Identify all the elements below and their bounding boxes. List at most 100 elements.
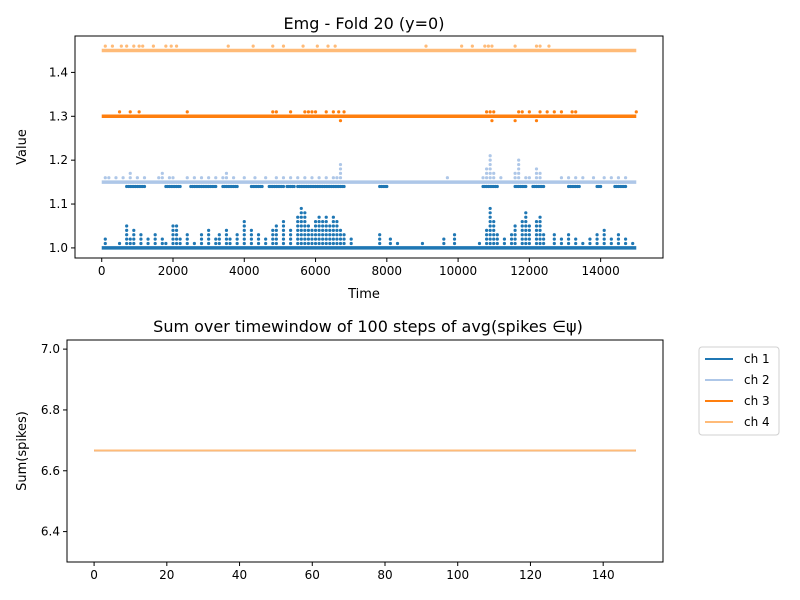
scatter-point — [128, 237, 132, 241]
scatter-point — [289, 228, 293, 232]
scatter-point — [595, 241, 599, 246]
y-tick-label: 1.2 — [49, 153, 68, 167]
scatter-point — [224, 228, 229, 232]
scatter-point — [488, 228, 492, 232]
scatter-point — [306, 237, 311, 241]
scatter-point — [485, 167, 489, 171]
scatter-point — [488, 171, 492, 175]
scatter-point — [524, 184, 528, 189]
scatter-point — [599, 184, 603, 189]
scatter-point — [534, 233, 539, 237]
scatter-point — [517, 110, 521, 114]
plot-frame-top — [74, 35, 664, 259]
scatter-point — [623, 184, 628, 189]
scatter-point — [570, 110, 574, 114]
scatter-point — [217, 241, 221, 246]
scatter-point — [139, 233, 143, 237]
scatter-point — [142, 184, 147, 189]
scatter-point — [342, 233, 346, 237]
y-axis-ticks-top: 1.0 1.1 1.2 1.3 1.4 — [49, 65, 75, 255]
scatter-point — [335, 219, 339, 224]
scatter-point — [634, 110, 638, 114]
scatter-point — [488, 211, 492, 215]
scatter-point — [317, 241, 321, 246]
scatter-point — [164, 44, 168, 48]
scatter-point — [328, 224, 332, 228]
scatter-point — [321, 224, 325, 228]
scatter-point — [338, 228, 343, 232]
scatter-point — [174, 224, 179, 228]
scatter-point — [306, 233, 311, 237]
scatter-point — [534, 224, 539, 228]
scatter-point — [303, 176, 307, 180]
scatter-point — [207, 228, 211, 232]
scatter-point — [264, 241, 268, 246]
scatter-point — [321, 228, 325, 232]
scatter-point — [306, 228, 311, 232]
scatter-point — [534, 241, 539, 246]
scatter-point — [317, 224, 321, 228]
scatter-point — [520, 237, 524, 241]
scatter-point — [164, 241, 168, 246]
scatter-point — [264, 237, 268, 241]
scatter-point — [125, 233, 129, 237]
scatter-point — [581, 176, 585, 180]
scatter-point — [242, 219, 246, 224]
scatter-point — [331, 219, 335, 224]
scatter-point — [538, 228, 542, 232]
scatter-point — [324, 233, 328, 237]
scatter-point — [321, 233, 325, 237]
scatter-point — [452, 241, 457, 246]
sum-line-chart: Sum over timewindow of 100 steps of avg(… — [15, 317, 780, 582]
scatter-point — [545, 110, 549, 114]
scatter-point — [260, 184, 264, 189]
scatter-point — [160, 237, 164, 241]
x-tick-label: 60 — [305, 568, 320, 582]
scatter-point — [534, 176, 539, 180]
scatter-point — [349, 241, 353, 246]
scatter-point — [566, 237, 571, 241]
scatter-point — [306, 241, 311, 246]
x-tick-label: 10000 — [439, 264, 477, 278]
y-tick-label: 6.4 — [41, 525, 60, 539]
scatter-point — [324, 176, 328, 180]
scatter-point — [524, 215, 528, 219]
legend-entry: ch 4 — [705, 415, 770, 429]
scatter-point — [125, 224, 129, 228]
scatter-point — [485, 171, 489, 175]
scatter-point — [242, 241, 246, 246]
scatter-point — [199, 233, 204, 237]
scatter-point — [378, 241, 382, 246]
scatter-point — [513, 119, 517, 123]
scatter-point — [224, 241, 229, 246]
scatter-point — [513, 224, 517, 228]
scatter-point — [137, 44, 141, 48]
scatter-point — [169, 44, 173, 48]
scatter-point — [301, 44, 305, 48]
x-axis-label-top: Time — [347, 287, 380, 302]
scatter-point — [509, 241, 514, 246]
scatter-point — [185, 176, 189, 180]
scatter-point — [324, 224, 328, 228]
scatter-point — [274, 233, 278, 237]
scatter-series — [101, 154, 637, 189]
scatter-series — [101, 206, 637, 250]
scatter-point — [256, 241, 261, 246]
scatter-point — [378, 237, 382, 241]
scatter-point — [595, 233, 599, 237]
scatter-point — [513, 237, 517, 241]
scatter-point — [207, 176, 211, 180]
scatter-point — [281, 176, 286, 180]
scatter-point — [235, 233, 239, 237]
scatter-point — [342, 184, 346, 189]
scatter-point — [274, 237, 278, 241]
scatter-point — [317, 176, 321, 180]
scatter-point — [542, 241, 546, 246]
scatter-point — [488, 206, 492, 211]
y-axis-label-top: Value — [15, 129, 30, 165]
scatter-point — [527, 233, 531, 237]
scatter-point — [310, 241, 314, 246]
scatter-point — [485, 237, 489, 241]
scatter-point — [335, 176, 339, 180]
scatter-point — [281, 224, 286, 228]
